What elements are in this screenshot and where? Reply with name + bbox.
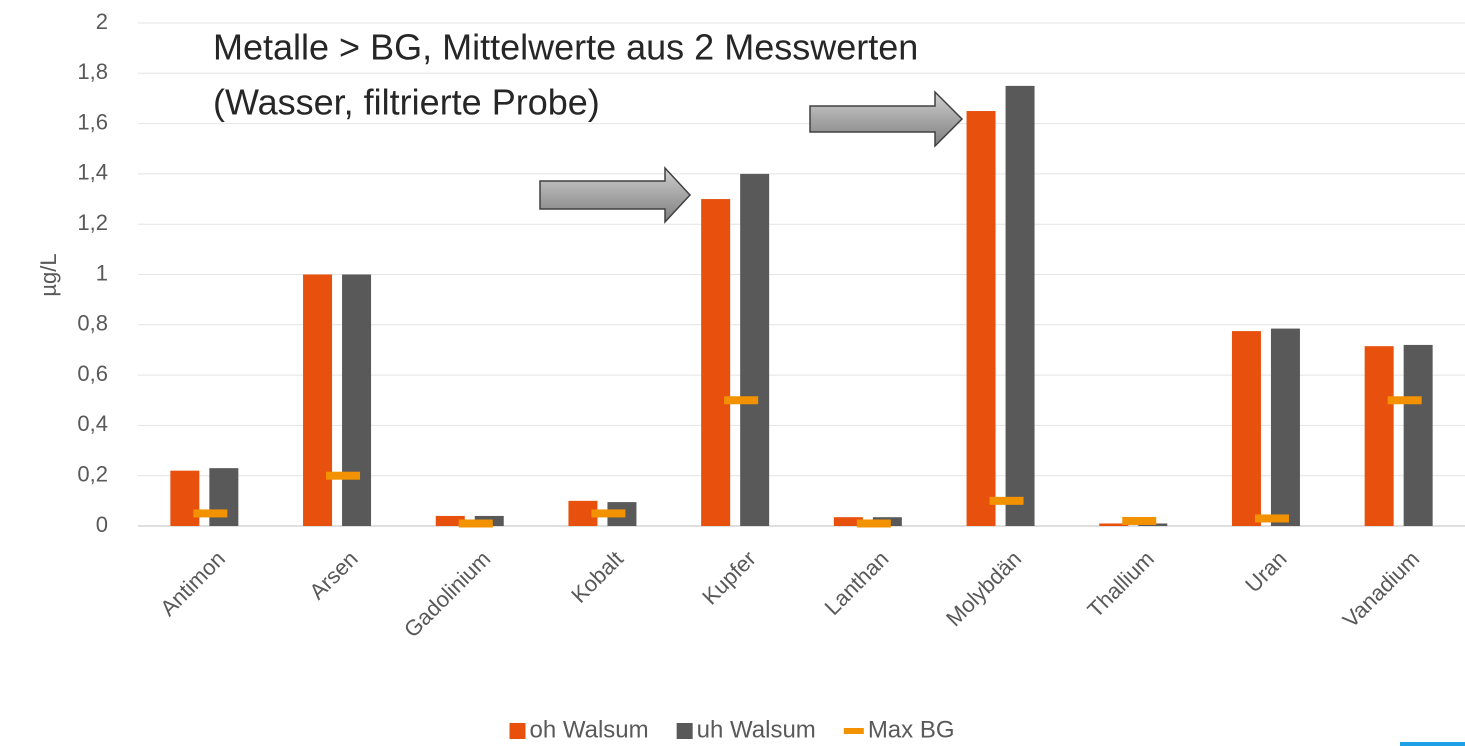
y-tick-label: 1 xyxy=(96,260,108,285)
max-bg-marker xyxy=(1122,516,1157,525)
bar xyxy=(1403,344,1433,526)
legend-symbol xyxy=(676,723,693,739)
bar xyxy=(740,173,770,526)
bar xyxy=(170,470,200,526)
max-bg-marker xyxy=(1387,396,1422,405)
y-tick-label: 0,6 xyxy=(77,361,108,386)
max-bg-marker xyxy=(1254,514,1289,523)
annotation: (Wasser, filtrierte Probe) xyxy=(213,82,600,123)
bar xyxy=(966,111,996,527)
x-tick-label: Arsen xyxy=(304,546,362,604)
max-bg-marker xyxy=(326,471,361,480)
bar xyxy=(1270,328,1300,526)
x-tick-label: Uran xyxy=(1240,546,1291,597)
y-tick-label: 0,4 xyxy=(77,411,108,436)
arrow xyxy=(539,166,692,224)
legend-item: Max BG xyxy=(843,716,955,743)
bar xyxy=(435,515,465,526)
x-tick-label: Molybdän xyxy=(941,546,1026,631)
y-tick-label: 0,8 xyxy=(77,311,108,336)
legend-label: uh Walsum xyxy=(697,716,816,743)
corner-line xyxy=(1400,742,1465,746)
bar xyxy=(701,199,731,527)
max-bg-marker xyxy=(724,396,759,405)
legend-label: Max BG xyxy=(868,716,955,743)
y-tick-label: 1,6 xyxy=(77,109,108,134)
y-tick-label: 0,2 xyxy=(77,462,108,487)
bar xyxy=(1005,85,1035,526)
max-bg-marker xyxy=(856,519,891,528)
y-tick-label: 0 xyxy=(96,512,108,537)
y-tick-label: 1,4 xyxy=(77,160,108,185)
max-bg-marker xyxy=(989,496,1024,505)
bar xyxy=(1364,346,1394,526)
bar xyxy=(1231,331,1261,526)
annotation: Metalle > BG, Mittelwerte aus 2 Messwert… xyxy=(213,27,918,68)
x-tick-label: Thallium xyxy=(1082,546,1158,622)
legend-symbol xyxy=(509,723,526,739)
arrow xyxy=(809,90,964,148)
marks xyxy=(170,85,1433,528)
x-tick-label: Gadolinium xyxy=(399,546,495,642)
max-bg-marker xyxy=(458,519,493,528)
bar xyxy=(342,274,372,526)
x-tick-label: Kupfer xyxy=(697,546,761,610)
x-tick-label: Kobalt xyxy=(566,546,628,608)
x-tick-label: Vanadium xyxy=(1338,546,1425,633)
max-bg-marker xyxy=(591,509,626,518)
legend-label: oh Walsum xyxy=(530,716,649,743)
legend-item: uh Walsum xyxy=(676,716,816,743)
y-tick-label: 1,8 xyxy=(77,59,108,84)
y-axis-label: µg/L xyxy=(36,253,61,296)
x-tick-label: Lanthan xyxy=(820,546,894,620)
bar xyxy=(303,274,333,526)
y-tick-label: 2 xyxy=(96,9,108,34)
x-tick-label: Antimon xyxy=(155,546,230,621)
legend-symbol xyxy=(843,728,864,734)
bar xyxy=(1099,523,1129,526)
max-bg-marker xyxy=(193,509,228,518)
bar xyxy=(833,517,863,526)
y-tick-label: 1,2 xyxy=(77,210,108,235)
legend-item: oh Walsum xyxy=(509,716,649,743)
